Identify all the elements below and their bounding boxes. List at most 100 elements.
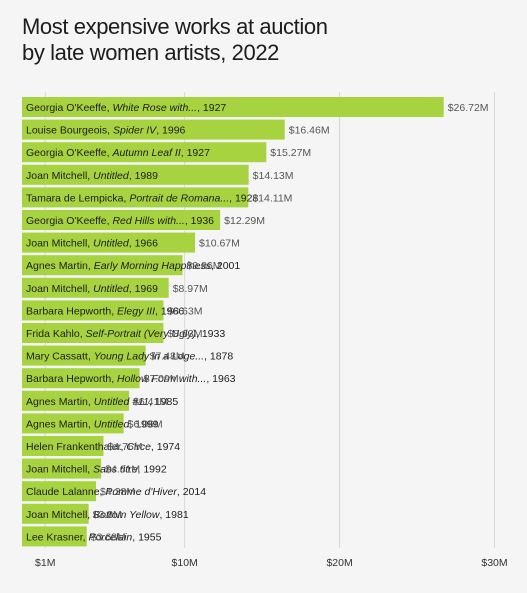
bar <box>22 458 102 479</box>
work-year: , 1989 <box>129 170 158 182</box>
bar-label: Claude Lalanne, Pomme d'Hiver, 2014 <box>26 486 206 498</box>
work-year: , 1981 <box>159 509 188 521</box>
work-title: Hollow Form with... <box>117 373 206 385</box>
value-label: $6.41M <box>133 396 168 408</box>
artist-name: Lee Krasner, <box>26 531 88 543</box>
value-label: $6.06M <box>128 418 163 430</box>
bar <box>22 119 285 140</box>
value-label: $15.27M <box>270 147 311 159</box>
x-axis-ticks: $1M $10M $20M $30M <box>35 557 508 569</box>
bar <box>22 368 140 389</box>
work-year: , 2014 <box>177 486 206 498</box>
value-label: $12.29M <box>224 215 265 227</box>
x-tick-label: $10M <box>172 557 198 569</box>
bar-label: Joan Mitchell, Untitled, 1989 <box>26 170 158 182</box>
work-title: Untitled <box>93 170 130 182</box>
bar <box>22 97 444 117</box>
work-title: White Rose with... <box>112 102 197 114</box>
bar <box>22 187 249 208</box>
work-year: , 1927 <box>181 147 210 159</box>
artist-name: Louise Bourgeois, <box>26 125 113 137</box>
artist-name: Agnes Martin, <box>26 396 94 408</box>
work-year: , 2001 <box>211 260 240 272</box>
work-year: , 1955 <box>132 531 161 543</box>
value-label: $10.67M <box>199 238 240 250</box>
artist-name: Tamara de Lempicka, <box>26 192 129 204</box>
artist-name: Georgia O'Keeffe, <box>26 102 112 114</box>
value-label: $16.46M <box>289 125 330 137</box>
bar <box>22 142 267 163</box>
x-tick-label: $20M <box>326 557 352 569</box>
work-year: , 1992 <box>137 464 166 476</box>
bar <box>22 232 196 253</box>
bar-label: Helen Frankenthaler, Circe, 1974 <box>26 441 180 453</box>
bar-label: Georgia O'Keeffe, Autumn Leaf II, 1927 <box>26 147 210 159</box>
value-label: $3.68M <box>91 531 126 543</box>
bar <box>22 255 183 276</box>
chart-title-line-1: Most expensive works at auction <box>22 14 328 39</box>
value-label: $8.63M <box>167 328 202 340</box>
x-tick-label: $30M <box>481 557 507 569</box>
bar <box>22 526 87 547</box>
bar <box>22 503 89 524</box>
bar <box>22 323 164 343</box>
bar-label: Louise Bourgeois, Spider IV, 1996 <box>26 125 186 137</box>
work-title: Autumn Leaf II <box>111 147 180 159</box>
bar-label: Lee Krasner, Porcelain, 1955 <box>26 531 162 543</box>
value-label: $7.48M <box>150 351 185 363</box>
value-label: $8.97M <box>173 283 208 295</box>
chart-title: Most expensive works at auction by late … <box>22 14 502 66</box>
bar <box>22 277 169 298</box>
artist-name: Joan Mitchell, <box>26 170 93 182</box>
work-title: Bottom Yellow <box>93 509 161 521</box>
bars: Georgia O'Keeffe, White Rose with..., 19… <box>22 97 489 547</box>
work-year: , 1927 <box>197 102 226 114</box>
artist-name: Joan Mitchell, <box>26 509 93 521</box>
value-label: $3.8M <box>93 509 122 521</box>
work-title: Spider IV <box>113 125 157 137</box>
work-year: , 1974 <box>151 441 180 453</box>
value-label: $4.76M <box>107 441 142 453</box>
bar-label: Joan Mitchell, Untitled, 1969 <box>26 283 158 295</box>
value-label: $4.28M <box>100 486 135 498</box>
bar <box>22 390 130 411</box>
value-label: $4.61M <box>105 464 140 476</box>
value-label: $14.13M <box>253 170 294 182</box>
value-label: $14.11M <box>252 192 292 204</box>
artist-name: Agnes Martin, <box>26 260 94 272</box>
work-title: Sans titre <box>93 464 138 476</box>
work-title: Untitled <box>93 238 130 250</box>
bar-label: Barbara Hepworth, Elegy III, 1966 <box>26 305 184 317</box>
bar-label: Agnes Martin, Untitled #11, 1985 <box>26 396 178 408</box>
work-year: , 1933 <box>196 328 225 340</box>
x-tick-label: $1M <box>35 557 55 569</box>
bar-label: Frida Kahlo, Self-Portrait (Very Ugly), … <box>26 328 225 340</box>
work-title: Red Hills with... <box>112 215 184 227</box>
work-year: , 1999 <box>129 418 158 430</box>
work-title: Portrait de Romana... <box>129 192 229 204</box>
bar <box>22 300 164 321</box>
work-title: Elegy III <box>117 305 155 317</box>
bar <box>22 436 104 456</box>
artist-name: Helen Frankenthaler, <box>26 441 126 453</box>
artist-name: Joan Mitchell, <box>26 238 93 250</box>
bar <box>22 481 97 502</box>
work-title: Circe <box>126 441 151 453</box>
bar <box>22 210 221 230</box>
value-label: $26.72M <box>448 102 489 114</box>
bar-label: Joan Mitchell, Sans titre, 1992 <box>26 464 167 476</box>
bar-label: Joan Mitchell, Bottom Yellow, 1981 <box>26 509 189 521</box>
work-year: , 1928 <box>229 192 258 204</box>
work-year: , 1878 <box>204 351 233 363</box>
work-title: Young Lady in a Loge... <box>94 351 204 363</box>
value-label: $7.09M <box>144 373 179 385</box>
work-title: Early Morning Happiness <box>94 260 212 272</box>
bar-label: Georgia O'Keeffe, Red Hills with..., 193… <box>26 215 214 227</box>
work-title: Porcelain <box>88 531 132 543</box>
artist-name: Georgia O'Keeffe, <box>26 147 112 159</box>
work-year: , 1969 <box>129 283 158 295</box>
work-title: Untitled <box>93 283 130 295</box>
work-title: Untitled #11 <box>94 396 149 408</box>
bar-label: Agnes Martin, Early Morning Happiness, 2… <box>26 260 240 272</box>
